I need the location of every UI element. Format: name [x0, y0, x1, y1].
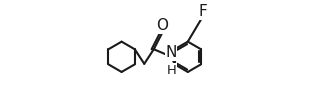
Text: F: F	[199, 4, 207, 19]
Text: N: N	[165, 45, 177, 60]
Text: H: H	[167, 64, 176, 77]
Text: O: O	[156, 18, 168, 33]
